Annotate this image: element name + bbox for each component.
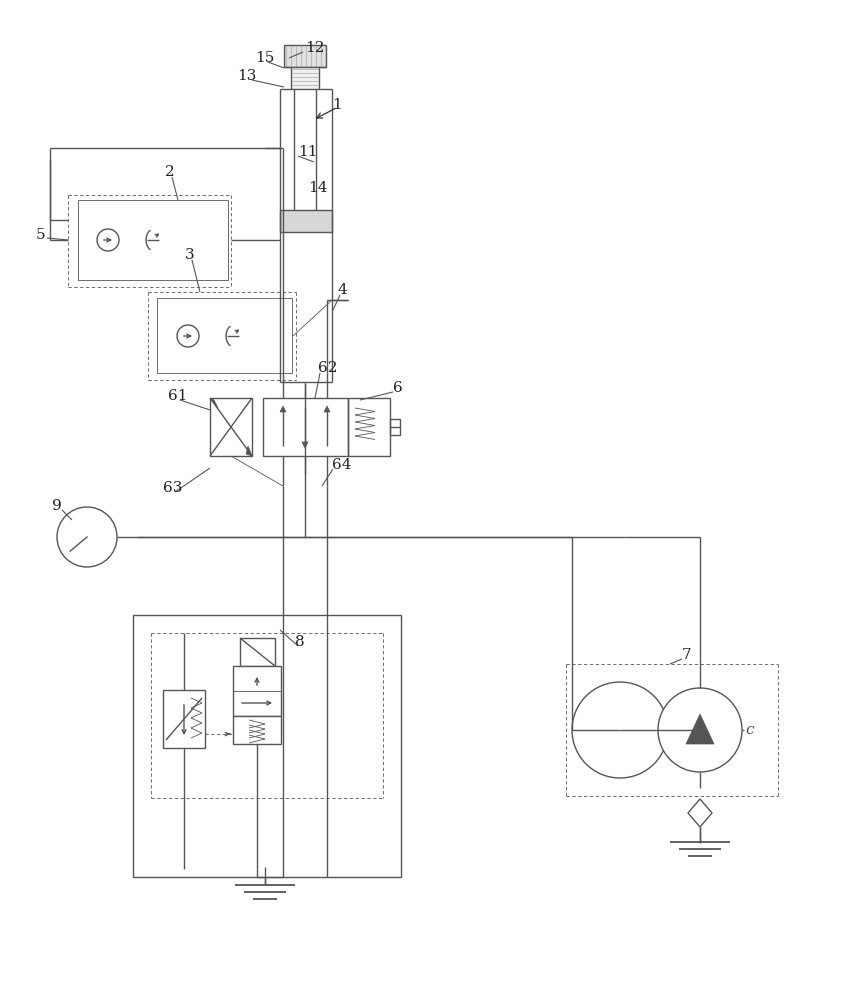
Text: 12: 12 — [305, 41, 325, 55]
Text: 8: 8 — [295, 635, 304, 649]
Circle shape — [658, 688, 742, 772]
Text: 1: 1 — [332, 98, 342, 112]
Bar — [280, 210, 332, 232]
Polygon shape — [324, 406, 330, 412]
Polygon shape — [280, 406, 286, 412]
Polygon shape — [686, 714, 714, 744]
Text: 15: 15 — [255, 51, 275, 65]
Bar — [240, 638, 275, 666]
Text: c: c — [745, 723, 754, 737]
Circle shape — [97, 229, 119, 251]
Text: 9: 9 — [52, 499, 62, 513]
Text: 13: 13 — [237, 69, 256, 83]
Bar — [390, 419, 400, 435]
Text: 7: 7 — [682, 648, 692, 662]
Text: 5: 5 — [36, 228, 46, 242]
Bar — [348, 398, 390, 456]
Text: 11: 11 — [298, 145, 317, 159]
Polygon shape — [302, 442, 308, 448]
Circle shape — [177, 325, 199, 347]
Text: 64: 64 — [332, 458, 352, 472]
Bar — [291, 67, 319, 89]
Polygon shape — [246, 446, 252, 456]
Bar — [210, 398, 252, 456]
Bar — [233, 716, 281, 744]
Bar — [133, 615, 401, 877]
Bar — [157, 298, 292, 373]
Circle shape — [57, 507, 117, 567]
Circle shape — [572, 682, 668, 778]
Bar — [233, 666, 281, 716]
Bar — [263, 398, 348, 456]
Text: 61: 61 — [168, 389, 187, 403]
Text: 63: 63 — [163, 481, 182, 495]
Text: 62: 62 — [318, 361, 338, 375]
Bar — [78, 200, 228, 280]
Text: 14: 14 — [308, 181, 327, 195]
Text: 4: 4 — [338, 283, 348, 297]
Text: 2: 2 — [165, 165, 175, 179]
Polygon shape — [688, 799, 712, 827]
Text: 3: 3 — [185, 248, 195, 262]
Polygon shape — [210, 398, 218, 408]
Bar — [284, 45, 326, 67]
Text: 6: 6 — [393, 381, 403, 395]
Bar — [163, 690, 205, 748]
